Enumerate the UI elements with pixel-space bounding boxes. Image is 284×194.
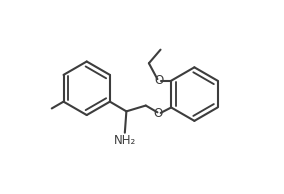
Text: O: O (154, 107, 163, 120)
Text: O: O (154, 74, 163, 87)
Text: NH₂: NH₂ (114, 134, 136, 147)
